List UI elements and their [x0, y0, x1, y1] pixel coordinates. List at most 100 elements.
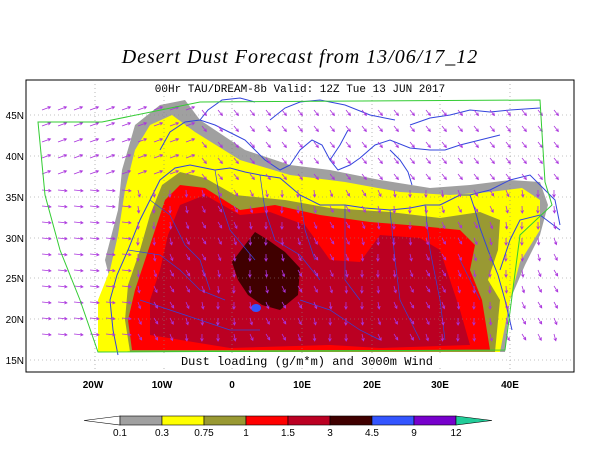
colorbar-segment — [119, 415, 163, 426]
wind-arrow — [313, 221, 318, 230]
wind-arrow — [248, 253, 252, 262]
wind-arrow — [360, 301, 364, 310]
wind-arrow — [152, 237, 156, 246]
colorbar-segment — [329, 415, 373, 426]
wind-arrow — [169, 333, 174, 342]
wind-arrow — [105, 220, 116, 225]
wind-arrow — [553, 141, 559, 149]
wind-arrow — [536, 189, 540, 198]
wind-arrow — [393, 333, 399, 341]
wind-arrow — [409, 333, 414, 341]
wind-arrow — [424, 189, 428, 198]
wind-arrow — [41, 300, 52, 305]
wind-arrow — [489, 141, 495, 149]
wind-arrow — [536, 221, 540, 230]
wind-arrow — [249, 173, 255, 181]
wind-arrow — [73, 122, 84, 127]
wind-arrow — [521, 317, 526, 325]
wind-arrow — [217, 237, 222, 245]
wind-arrow — [377, 141, 383, 149]
wind-arrow — [344, 301, 348, 310]
wind-arrow — [57, 268, 68, 273]
wind-arrow — [377, 125, 383, 133]
wind-arrow — [217, 125, 223, 133]
wind-arrow — [217, 109, 223, 117]
wind-arrow — [185, 154, 196, 159]
wind-arrow — [345, 221, 351, 229]
wind-arrow — [537, 285, 542, 293]
wind-arrow — [441, 269, 447, 277]
wind-arrow — [185, 106, 196, 111]
wind-arrow — [280, 205, 284, 214]
wind-arrow — [280, 237, 285, 246]
map-bottom-label: Dust loading (g/m*m) and 3000m Wind — [181, 355, 433, 369]
colorbar-high-arrow — [455, 415, 493, 426]
wind-arrow — [329, 221, 335, 229]
wind-arrow — [201, 125, 207, 133]
wind-arrow — [393, 157, 399, 165]
wind-arrow — [553, 269, 559, 277]
wind-arrow — [377, 301, 381, 310]
wind-arrow — [185, 170, 196, 175]
dust-1.5 — [150, 195, 470, 348]
wind-arrow — [169, 269, 174, 277]
wind-arrow — [216, 285, 221, 294]
wind-arrow — [425, 237, 430, 246]
wind-arrow — [313, 125, 319, 133]
wind-arrow — [409, 141, 415, 149]
wind-arrow — [313, 253, 319, 261]
wind-arrow — [377, 189, 382, 198]
wind-arrow — [281, 317, 287, 325]
wind-arrow — [233, 237, 237, 246]
wind-arrow — [488, 285, 492, 294]
wind-arrow — [265, 189, 269, 198]
wind-arrow — [489, 189, 495, 197]
wind-arrow — [377, 157, 383, 165]
wind-arrow — [521, 157, 527, 165]
wind-arrow — [153, 333, 159, 341]
wind-arrow — [265, 333, 271, 341]
wind-arrow — [376, 253, 380, 262]
wind-arrow — [441, 125, 447, 133]
wind-arrow — [504, 269, 508, 278]
wind-arrow — [409, 157, 415, 165]
wind-arrow — [425, 253, 430, 262]
wind-arrow — [89, 154, 100, 159]
wind-arrow — [313, 269, 319, 277]
wind-arrow — [233, 141, 239, 149]
wind-arrow — [73, 188, 84, 193]
wind-arrow — [137, 170, 148, 175]
wind-arrow — [216, 301, 220, 310]
wind-arrow — [73, 316, 84, 321]
wind-arrow — [105, 106, 116, 111]
wind-arrow — [217, 189, 222, 197]
wind-arrow — [200, 333, 204, 342]
wind-arrow — [537, 157, 543, 165]
wind-arrow — [553, 157, 559, 165]
wind-arrow — [488, 269, 492, 278]
wind-arrow — [328, 333, 332, 342]
wind-arrow — [57, 138, 68, 143]
wind-arrow — [105, 300, 116, 305]
wind-arrow — [105, 188, 116, 193]
wind-arrow — [297, 333, 302, 342]
wind-arrow — [153, 154, 164, 159]
wind-arrow — [105, 284, 116, 289]
wind-arrow — [409, 173, 415, 181]
wind-arrow — [473, 125, 479, 133]
wind-arrow — [457, 173, 463, 181]
wind-arrow — [537, 141, 543, 149]
wind-arrow — [377, 173, 383, 181]
wind-arrow — [393, 317, 398, 325]
wind-arrow — [521, 333, 527, 341]
wind-arrow — [168, 221, 173, 230]
wind-arrow — [232, 285, 236, 294]
wind-arrow — [217, 253, 222, 262]
wind-arrow — [441, 237, 446, 245]
wind-arrow — [297, 157, 303, 165]
wind-arrow — [248, 285, 252, 294]
wind-arrow — [328, 317, 332, 326]
wind-arrow — [248, 301, 253, 310]
wind-arrow — [377, 205, 382, 214]
wind-arrow — [153, 285, 158, 294]
